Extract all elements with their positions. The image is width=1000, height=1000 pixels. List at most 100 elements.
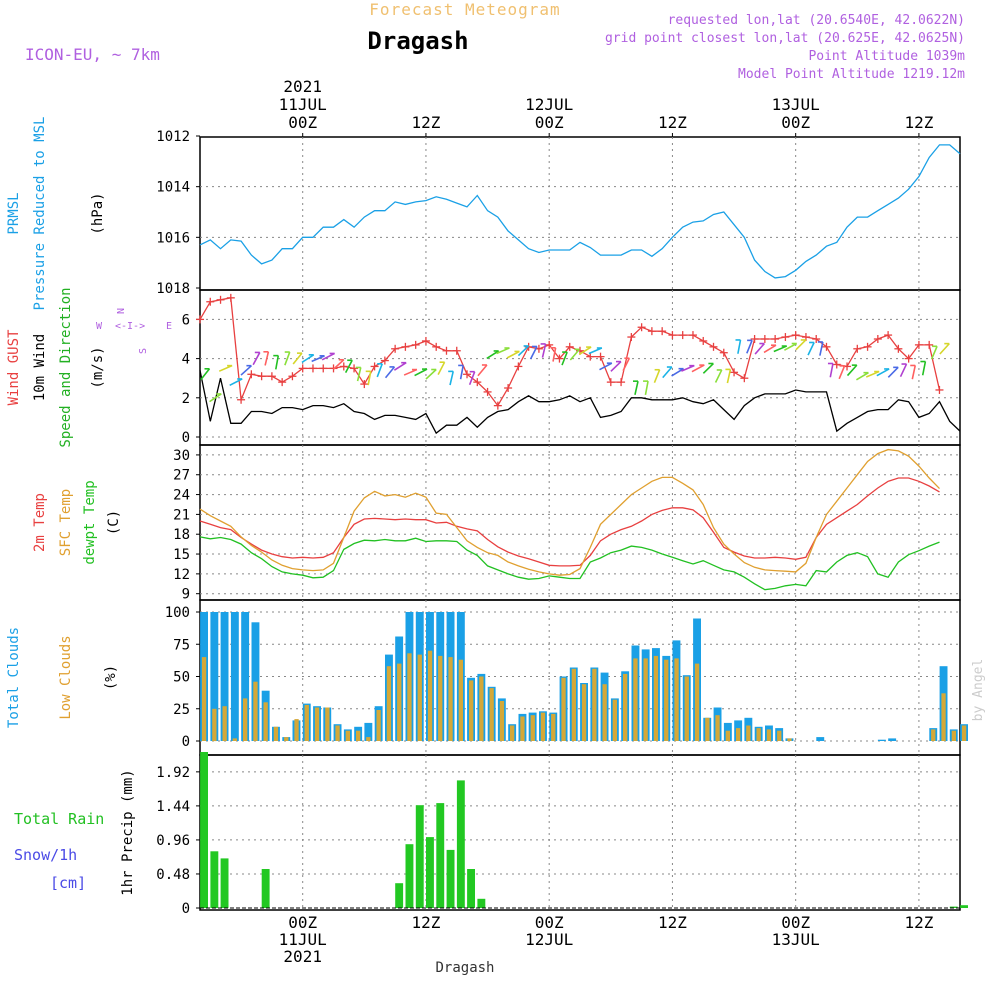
wind-arrow [622, 357, 631, 372]
wind-arrow [486, 350, 500, 360]
wind-arrow [252, 352, 261, 366]
wind-arrow [691, 364, 705, 373]
y-axis-label: 1hr Precip (mm) [120, 769, 136, 895]
time-label-top: 11JUL [279, 95, 327, 114]
bar [232, 738, 237, 741]
wind-arrow [264, 351, 270, 366]
time-label-bottom: 00Z [535, 913, 564, 932]
time-label-top: 12JUL [525, 95, 573, 114]
bar [220, 612, 229, 741]
bar [364, 722, 373, 741]
wind-arrow [754, 343, 765, 355]
series-line [199, 144, 961, 279]
bar [951, 730, 956, 741]
time-label-top: 00Z [288, 113, 317, 132]
y-tick-label: 12 [173, 567, 190, 583]
wind-arrow [344, 359, 353, 373]
bar [456, 780, 465, 908]
wind-arrow [939, 343, 950, 355]
bar [633, 658, 638, 741]
y-axis-label: 10m Wind [32, 334, 48, 401]
wind-arrow [599, 362, 613, 371]
bar [366, 737, 371, 741]
bar [684, 676, 689, 741]
wind-arrow [773, 345, 788, 353]
bar [715, 715, 720, 741]
credit-label: by Angel [971, 659, 986, 722]
bar [612, 699, 617, 741]
wind-arrow [274, 355, 280, 370]
series-line [199, 477, 940, 567]
time-label-bottom: 00Z [288, 913, 317, 932]
series-line [199, 297, 941, 407]
wind-arrow [218, 364, 233, 372]
y-tick-label: 75 [173, 637, 190, 653]
bar [705, 717, 710, 741]
wind-arrow [367, 371, 372, 386]
chart-title: Dragash [367, 27, 468, 55]
wind-arrow [807, 342, 815, 356]
y-tick-label: 0.48 [156, 867, 190, 883]
wind-arrow [284, 351, 291, 366]
bar [335, 725, 340, 741]
wind-arrow [459, 365, 464, 380]
bar [220, 858, 229, 908]
bar [961, 725, 967, 741]
bar [458, 659, 463, 741]
wind-arrow [856, 371, 869, 381]
wind-arrow [887, 366, 899, 378]
time-label-bottom: 00Z [781, 913, 810, 932]
compass-arrows: <-I-> [115, 321, 145, 332]
bar [530, 715, 535, 741]
y-tick-label: 24 [173, 488, 190, 504]
bar [284, 737, 289, 741]
bar [294, 719, 299, 741]
bar [694, 663, 700, 741]
wind-arrow [930, 345, 938, 360]
y-tick-label: 25 [173, 702, 190, 718]
wind-arrow [876, 368, 890, 377]
wind-arrow [681, 364, 695, 372]
y-axis-label: Pressure Reduced to MSL [32, 117, 48, 311]
time-label-bottom: 12JUL [525, 930, 573, 949]
y-tick-label: 1.92 [156, 765, 190, 781]
bar [222, 706, 227, 741]
time-label-top: 00Z [781, 113, 810, 132]
bar [212, 708, 217, 742]
requested-location: requested lon,lat (20.6540E, 42.0622N) [668, 13, 965, 28]
y-tick-label: 1014 [156, 180, 190, 196]
y-axis-label: (%) [103, 665, 119, 690]
y-axis-label: PRMSL [6, 192, 22, 234]
y-tick-label: 6 [182, 312, 190, 328]
panel-frame [199, 136, 961, 291]
wind-arrow [829, 363, 834, 378]
y-tick-label: 1018 [156, 281, 190, 297]
y-axis-label: (hPa) [90, 192, 106, 234]
y-tick-label: 21 [173, 507, 190, 523]
y-tick-label: 0 [182, 901, 190, 917]
bar [243, 698, 248, 741]
y-axis-label: (m/s) [90, 346, 106, 388]
wind-arrow [292, 352, 303, 365]
wind-arrow [865, 370, 880, 378]
wind-arrow [301, 354, 315, 364]
bar [674, 658, 679, 741]
bar [345, 730, 350, 741]
bar [960, 905, 968, 908]
bar [210, 851, 219, 908]
panel-frame [199, 444, 961, 601]
wind-arrow [311, 355, 325, 363]
bar [489, 688, 494, 741]
bar [427, 650, 433, 741]
wind-arrow [414, 368, 428, 377]
compass-n: N [116, 308, 127, 314]
wind-arrow [425, 368, 437, 380]
bar [653, 655, 659, 741]
y-tick-label: 0 [182, 430, 190, 446]
time-label-bottom: 12Z [904, 913, 933, 932]
model-altitude: Model Point Altitude 1219.12m [738, 67, 965, 82]
bar [941, 693, 946, 741]
wind-arrow [784, 342, 798, 351]
wind-arrow [468, 371, 476, 386]
